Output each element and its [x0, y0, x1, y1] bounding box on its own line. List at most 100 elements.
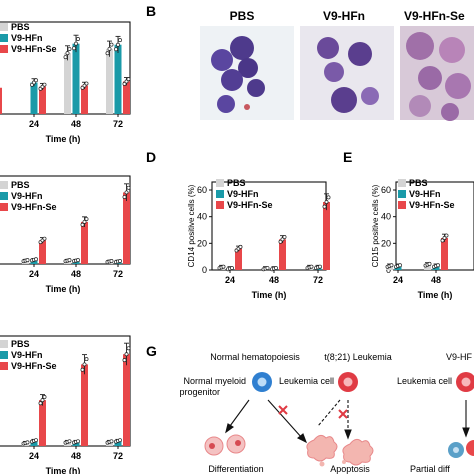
x-tick-label: 24 [393, 275, 403, 285]
bar [123, 354, 130, 446]
replicate-dot [72, 46, 76, 51]
y-tick-label: 40 [197, 212, 207, 222]
diagram-outcome-3: Partial diff [410, 464, 450, 474]
x-tick-label: 48 [431, 275, 441, 285]
replicate-dot [318, 264, 322, 269]
replicate-dot [398, 263, 402, 268]
legend-swatch [216, 190, 224, 198]
bar [0, 87, 2, 114]
leukemia-cell-icon [456, 372, 474, 392]
legend-label: PBS [227, 178, 246, 188]
replicate-dot [34, 257, 38, 262]
replicate-dot [84, 357, 89, 362]
x-tick-label: 24 [29, 119, 39, 129]
legend-label: V9-HFn-Se [409, 200, 455, 210]
bar [123, 81, 130, 114]
replicate-dot [76, 37, 80, 41]
legend-label: PBS [11, 339, 30, 349]
replicate-dot [80, 222, 85, 227]
legend-swatch [398, 190, 406, 198]
bar [114, 440, 122, 446]
diagram-outcome-2: Apoptosis [330, 464, 370, 474]
leukemia-cell-icon [338, 372, 358, 392]
legend-swatch [0, 34, 8, 42]
replicate-dot [326, 195, 331, 200]
replicate-dot [114, 47, 118, 52]
replicate-dot [42, 236, 47, 241]
replicate-dot [34, 438, 38, 443]
micrograph-title-v9hfnse: V9-HFn-Se [404, 9, 465, 23]
progenitor-cell-icon [252, 372, 272, 392]
legend-swatch [0, 351, 8, 359]
replicate-dot [116, 42, 120, 47]
x-tick-label: 48 [269, 275, 279, 285]
bar [81, 221, 88, 264]
bar [114, 44, 122, 115]
x-tick-label: 72 [113, 451, 123, 461]
apoptotic-cells-icon [306, 434, 374, 467]
legend-label: V9-HFn-Se [11, 361, 57, 371]
legend-label: V9-HFn-Se [11, 202, 57, 212]
micrograph-v9hfn [300, 26, 394, 120]
replicate-dot [274, 266, 278, 271]
replicate-dot [122, 81, 127, 86]
replicate-dot [65, 51, 70, 56]
differentiated-cells-icon [204, 434, 246, 456]
bar [30, 82, 38, 114]
panel-letter-b: B [146, 3, 156, 19]
replicate-dot [124, 79, 129, 84]
micrograph-titles: PBS V9-HFn V9-HFn-Se [230, 9, 465, 23]
replicate-dot [42, 394, 47, 399]
micrograph-v9hfnse [400, 26, 474, 121]
legend-swatch [0, 181, 8, 189]
diagram-leukemia-cell-2: Leukemia cell [397, 376, 452, 386]
legend-swatch [0, 192, 8, 200]
replicate-dot [107, 46, 112, 51]
arrow-progenitor-apoptosis [267, 399, 303, 439]
replicate-dot [76, 258, 80, 263]
x-axis-label: Time (h) [46, 466, 81, 474]
bar [106, 441, 113, 446]
y-tick-label: 40 [381, 212, 391, 222]
panel-letter-g: G [146, 343, 157, 359]
replicate-dot [109, 259, 114, 263]
replicate-dot [442, 236, 447, 240]
diagram-col1-title: Normal hematopoiesis [210, 352, 300, 362]
replicate-dot [74, 41, 78, 46]
replicate-dot [118, 438, 122, 443]
legend-label: V9-HFn [11, 191, 43, 201]
block-x-icon [278, 405, 348, 419]
replicate-dot [126, 346, 131, 351]
y-tick-label: 20 [381, 238, 391, 248]
diagram-col3-title: V9-HF [446, 352, 473, 362]
replicate-dot [118, 38, 122, 43]
replicate-dot [230, 266, 234, 271]
replicate-dot [80, 367, 85, 372]
replicate-dot [389, 263, 394, 268]
replicate-dot [25, 258, 30, 263]
micrograph-pbs [200, 26, 294, 120]
bar [441, 238, 448, 270]
y-tick-label: 60 [197, 185, 207, 195]
legend-swatch [0, 23, 8, 31]
x-tick-label: 24 [29, 269, 39, 279]
replicate-dot [63, 55, 68, 60]
legend-label: V9-HFn-Se [227, 200, 273, 210]
replicate-dot [38, 401, 43, 406]
y-axis-label: CD15 positive cells (%) [371, 184, 380, 267]
replicate-dot [34, 78, 38, 83]
replicate-dot [122, 358, 127, 363]
x-tick-label: 48 [71, 119, 81, 129]
replicate-dot [436, 263, 440, 268]
bar [30, 440, 38, 446]
legend-label: PBS [409, 178, 428, 188]
replicate-dot [280, 237, 285, 242]
replicate-dot [82, 362, 87, 367]
x-axis-label: Time (h) [252, 290, 287, 300]
legend-label: PBS [11, 22, 30, 32]
bar [279, 239, 286, 270]
x-tick-label: 48 [71, 451, 81, 461]
